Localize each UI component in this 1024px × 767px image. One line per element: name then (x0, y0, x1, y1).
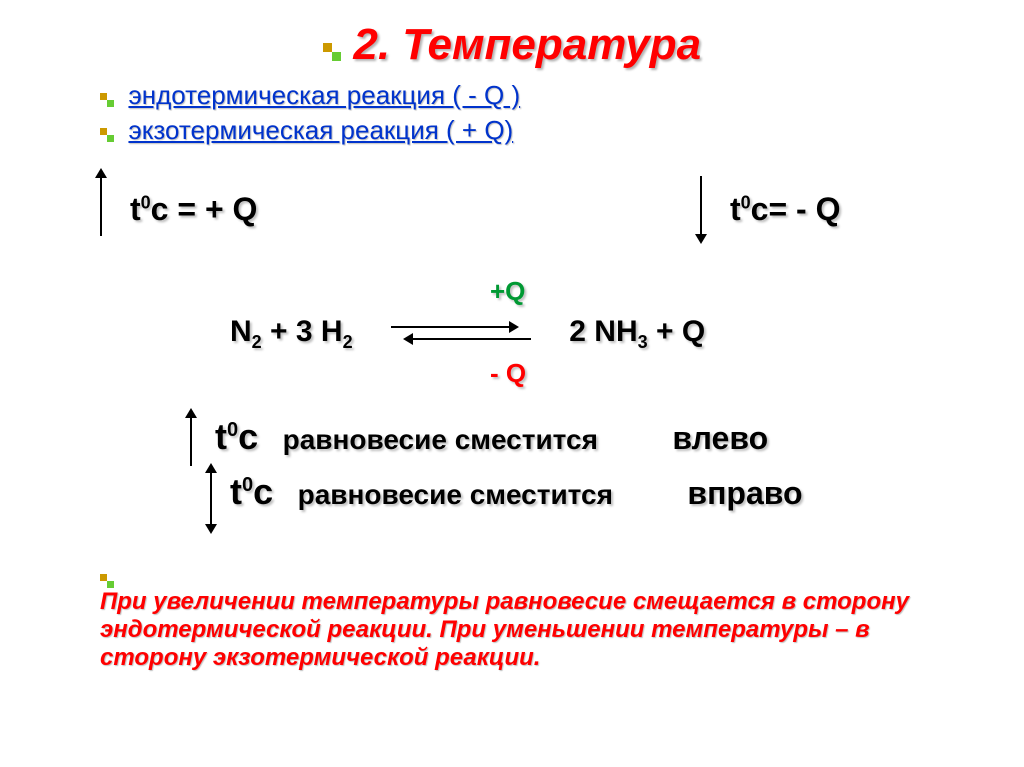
lhs-mid: + 3 H (262, 315, 343, 348)
reaction-block: +Q N2 + 3 H2 2 NH3 + Q - Q (60, 276, 964, 406)
bullet-icon (100, 93, 114, 107)
eq-right-rest: с= - Q (751, 191, 841, 227)
exo-line: экзотермическая реакция ( + Q) (100, 115, 964, 146)
slide-title: 2. Температура (353, 20, 701, 70)
eq-left-rest: с = + Q (151, 191, 258, 227)
rhs-sub: 3 (638, 332, 648, 352)
lhs-n: N (230, 315, 252, 348)
shift-block: t0с равновесие сместится влево t0с равно… (60, 416, 964, 536)
rhs-nh: 2 NH (569, 315, 637, 348)
eq-left-sup: 0 (141, 192, 151, 212)
plus-q-label: +Q (490, 276, 525, 307)
shift-line-2: t0с равновесие сместится вправо (230, 471, 803, 513)
bullet-icon (100, 574, 114, 588)
shift1-dir: влево (672, 420, 768, 456)
arrow-updown-icon (210, 471, 212, 526)
bullet-icon (323, 43, 341, 66)
lhs-h-sub: 2 (343, 332, 353, 352)
arrow-up-icon (190, 416, 192, 466)
reaction-equation: N2 + 3 H2 2 NH3 + Q (230, 315, 705, 353)
eq-right: t0с= - Q (730, 191, 840, 228)
arrow-down-icon (700, 176, 702, 236)
title-row: 2. Температура (60, 20, 964, 70)
tc1-pre: t (215, 416, 227, 457)
tc2-post: с (253, 471, 273, 512)
tc2-pre: t (230, 471, 242, 512)
exo-link[interactable]: экзотермическая реакция ( + Q) (128, 115, 513, 145)
eq-left-t: t (130, 191, 141, 227)
tc2-sup: 0 (242, 474, 253, 496)
tc1-sup: 0 (227, 419, 238, 441)
tc1-post: с (238, 416, 258, 457)
footer-text: При увеличении температуры равновесие см… (100, 588, 960, 672)
endo-link[interactable]: эндотермическая реакция ( - Q ) (128, 80, 520, 110)
rhs-tail: + Q (648, 315, 706, 348)
eq-right-sup: 0 (741, 192, 751, 212)
slide-content: 2. Температура эндотермическая реакция (… (0, 0, 1024, 692)
bullet-icon (100, 128, 114, 142)
minus-q-label: - Q (490, 358, 526, 389)
footer-block: При увеличении температуры равновесие см… (100, 566, 964, 672)
equation-row: t0с = + Q t0с= - Q (60, 186, 964, 246)
shift-line-1: t0с равновесие сместится влево (215, 416, 768, 458)
equilibrium-arrows-icon (381, 318, 541, 348)
arrow-up-icon (100, 176, 102, 236)
endo-line: эндотермическая реакция ( - Q ) (100, 80, 964, 111)
eq-right-t: t (730, 191, 741, 227)
shift1-text: равновесие сместится (283, 424, 598, 455)
shift2-dir: вправо (687, 475, 802, 511)
lhs-n-sub: 2 (252, 332, 262, 352)
eq-left: t0с = + Q (130, 191, 257, 228)
shift2-text: равновесие сместится (298, 479, 613, 510)
